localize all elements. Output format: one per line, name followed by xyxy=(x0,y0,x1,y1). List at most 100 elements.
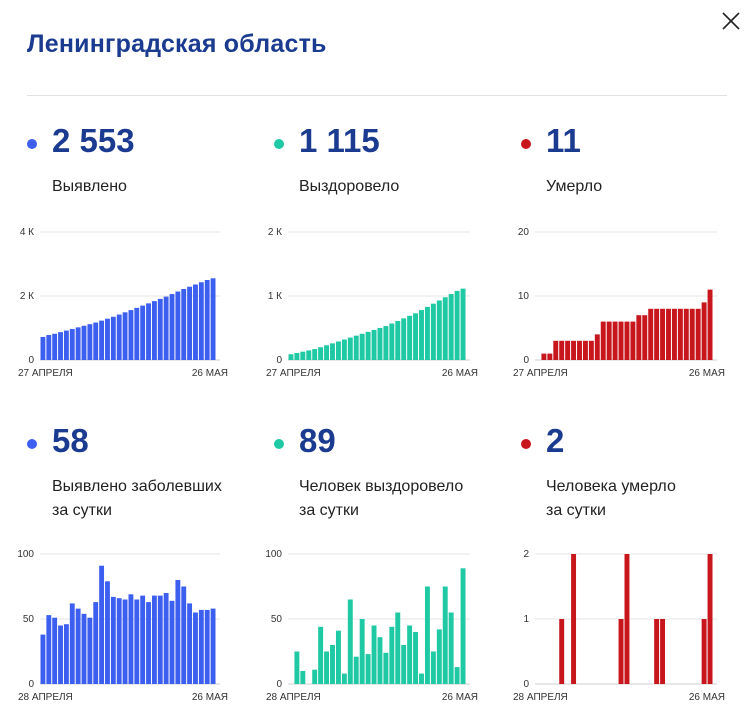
bar xyxy=(157,595,163,684)
y-tick-label: 0 xyxy=(28,355,34,366)
bar xyxy=(306,350,312,360)
series-dot-red xyxy=(521,139,531,149)
bar xyxy=(448,294,454,360)
bar xyxy=(300,351,306,360)
x-start-label: 27 АПРЕЛЯ xyxy=(266,368,321,379)
bar xyxy=(359,333,365,360)
bar xyxy=(547,353,553,360)
stat-label-line-1: Человека умерло xyxy=(546,478,676,495)
stat-label-line-2: за сутки xyxy=(52,502,112,519)
bar xyxy=(318,626,324,684)
bar xyxy=(371,625,377,684)
bar xyxy=(163,593,169,684)
stat-label: Выздоровело xyxy=(299,178,400,195)
bar xyxy=(654,308,660,360)
bar xyxy=(151,301,157,360)
bar xyxy=(75,608,81,684)
bar xyxy=(116,314,122,360)
bar xyxy=(330,343,335,360)
stat-value: 89 xyxy=(299,422,336,459)
bar xyxy=(81,613,87,684)
bar xyxy=(359,619,365,684)
bar xyxy=(128,310,134,360)
bar xyxy=(210,608,216,684)
chart-detected-total: 0 2 К 4 К 27 АПРЕЛЯ 26 МАЯ xyxy=(10,222,230,382)
stat-label: Выявлено xyxy=(52,178,127,195)
bar xyxy=(300,671,306,684)
bar xyxy=(187,603,193,684)
y-tick-label: 0 xyxy=(523,679,529,690)
bar xyxy=(193,612,198,684)
bar xyxy=(87,617,93,684)
bar xyxy=(105,318,110,360)
bar xyxy=(689,308,695,360)
bar xyxy=(353,335,359,360)
bar xyxy=(198,609,204,684)
bar xyxy=(594,334,600,360)
x-end-label: 26 МАЯ xyxy=(689,692,725,703)
bar xyxy=(377,328,383,360)
bar xyxy=(701,302,707,360)
bar xyxy=(419,310,424,360)
bar xyxy=(58,332,63,360)
y-tick-label: 2 К xyxy=(20,291,34,302)
y-tick-label: 50 xyxy=(23,614,35,625)
bar xyxy=(52,617,58,684)
chart-svg: 0 10 20 27 АПРЕЛЯ 26 МАЯ xyxy=(513,227,725,379)
bar xyxy=(707,289,713,360)
bar xyxy=(116,598,122,684)
bar xyxy=(181,288,187,360)
chart-svg: 0 50 100 28 АПРЕЛЯ 26 МАЯ xyxy=(17,549,228,703)
bar xyxy=(93,602,99,684)
bar xyxy=(395,612,401,684)
bar xyxy=(424,306,430,360)
bar xyxy=(75,327,81,360)
bar xyxy=(40,336,46,360)
bar xyxy=(666,308,671,360)
bar xyxy=(169,600,175,684)
bar xyxy=(181,586,187,684)
bar xyxy=(565,340,571,360)
bar xyxy=(577,340,582,360)
bar xyxy=(46,615,52,684)
bar xyxy=(430,651,436,684)
bar xyxy=(198,282,204,360)
bar xyxy=(52,333,58,360)
bar xyxy=(401,318,407,360)
bar xyxy=(401,645,407,684)
stat-recovered-daily: 89 Человек выздоровело за сутки xyxy=(274,422,494,532)
bar xyxy=(413,632,419,684)
bar xyxy=(600,321,606,360)
bar xyxy=(163,296,169,360)
bar xyxy=(389,626,395,684)
chart-svg: 0 1 2 28 АПРЕЛЯ 26 МАЯ xyxy=(513,549,725,703)
bar xyxy=(347,599,353,684)
series-dot-green xyxy=(274,139,284,149)
x-start-label: 28 АПРЕЛЯ xyxy=(266,692,321,703)
bar xyxy=(294,651,300,684)
bar xyxy=(618,619,624,684)
bar xyxy=(648,308,654,360)
series-dot-red xyxy=(521,439,531,449)
bar xyxy=(312,349,318,360)
bar xyxy=(110,596,116,684)
bar xyxy=(294,352,300,360)
bar xyxy=(151,595,157,684)
bar xyxy=(335,341,341,360)
stat-recovered-total: 1 115 Выздоровело xyxy=(274,122,494,202)
bar xyxy=(324,651,330,684)
bar xyxy=(448,612,454,684)
bar xyxy=(395,320,401,360)
bar xyxy=(58,625,63,684)
stat-label-line-2: за сутки xyxy=(546,502,606,519)
bar xyxy=(460,568,466,684)
close-icon[interactable] xyxy=(718,8,744,34)
series-dot-blue xyxy=(27,439,37,449)
x-end-label: 26 МАЯ xyxy=(192,368,228,379)
bar xyxy=(69,603,75,684)
bar xyxy=(383,652,389,684)
y-tick-label: 0 xyxy=(28,679,34,690)
close-button[interactable] xyxy=(718,8,744,34)
stat-label-line-2: за сутки xyxy=(299,502,359,519)
stat-deaths-daily: 2 Человека умерло за сутки xyxy=(521,422,741,532)
